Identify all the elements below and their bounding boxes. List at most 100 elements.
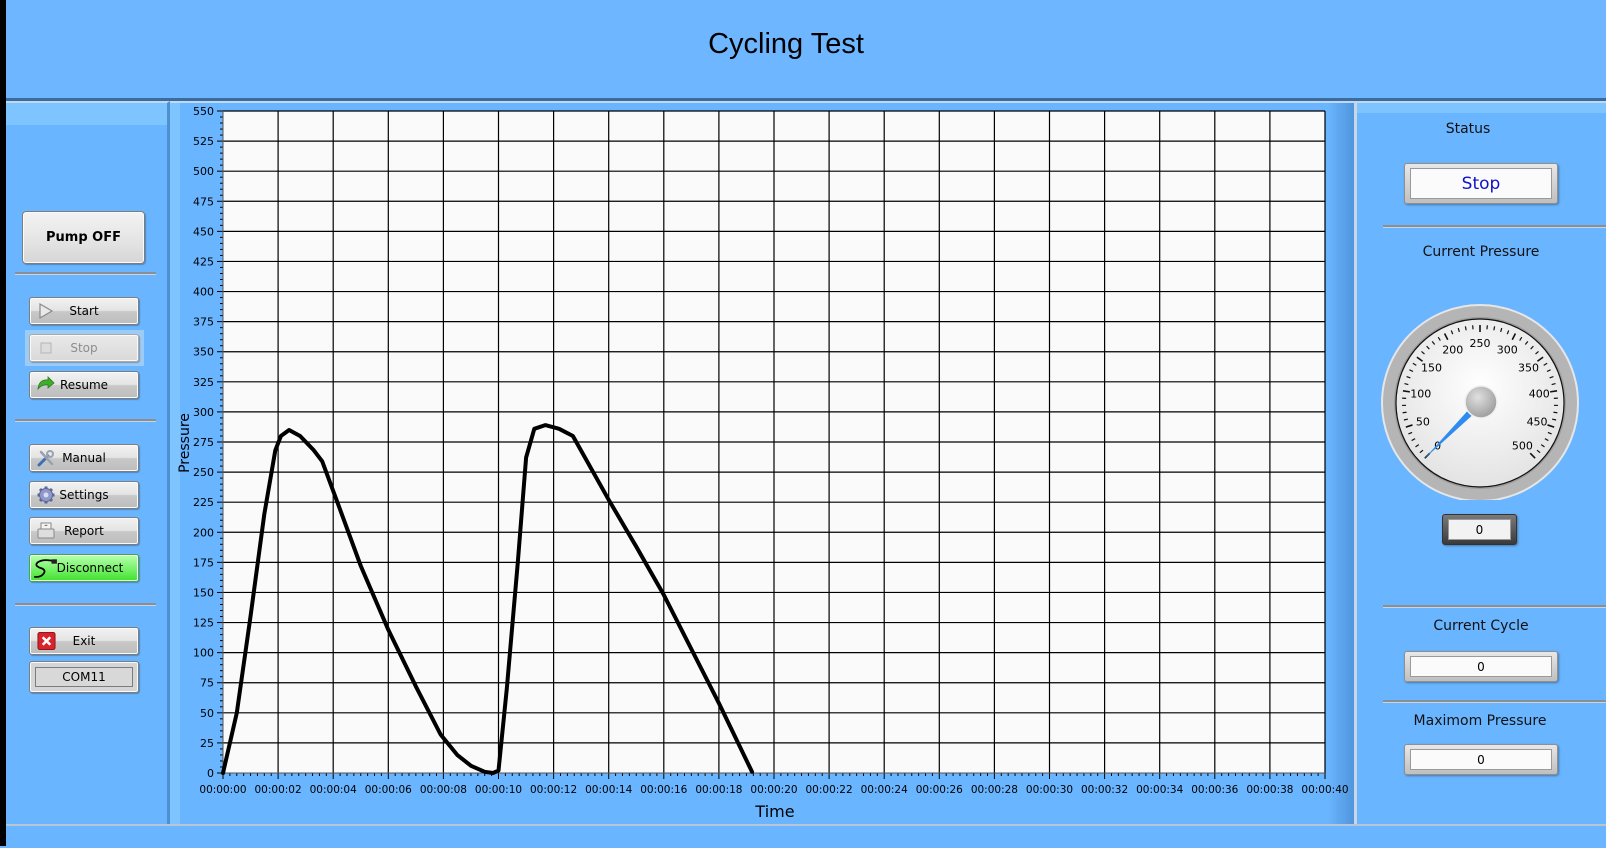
disconnect-label: Disconnect bbox=[57, 561, 124, 575]
divider bbox=[15, 272, 156, 275]
start-button[interactable]: Start bbox=[29, 297, 139, 325]
svg-text:50: 50 bbox=[200, 707, 214, 720]
status-indicator: Stop bbox=[1404, 163, 1558, 204]
svg-text:375: 375 bbox=[193, 316, 214, 329]
svg-text:125: 125 bbox=[193, 617, 214, 630]
svg-text:00:00:40: 00:00:40 bbox=[1301, 784, 1348, 796]
divider bbox=[15, 603, 156, 606]
pressure-gauge: 050100150200250300350400450500 bbox=[1380, 300, 1580, 500]
svg-text:550: 550 bbox=[193, 105, 214, 118]
svg-text:00:00:28: 00:00:28 bbox=[971, 784, 1018, 796]
stop-label: Stop bbox=[70, 341, 97, 355]
svg-text:350: 350 bbox=[193, 346, 214, 359]
svg-text:0: 0 bbox=[207, 767, 214, 780]
status-value: Stop bbox=[1410, 168, 1552, 199]
current-cycle-indicator: 0 bbox=[1404, 651, 1558, 682]
svg-text:75: 75 bbox=[200, 677, 214, 690]
resume-arrow-icon bbox=[36, 376, 56, 394]
svg-text:150: 150 bbox=[193, 586, 214, 599]
svg-text:200: 200 bbox=[193, 526, 214, 539]
svg-text:00:00:34: 00:00:34 bbox=[1136, 784, 1183, 796]
svg-text:00:00:20: 00:00:20 bbox=[750, 784, 797, 796]
svg-text:225: 225 bbox=[193, 496, 214, 509]
page-title: Cycling Test bbox=[6, 28, 1606, 61]
svg-text:00:00:16: 00:00:16 bbox=[640, 784, 687, 796]
svg-text:00:00:36: 00:00:36 bbox=[1191, 784, 1238, 796]
y-axis-title: Pressure bbox=[177, 413, 193, 473]
gauge-hub bbox=[1465, 386, 1497, 418]
pump-toggle-label: Pump OFF bbox=[46, 230, 121, 245]
settings-button[interactable]: Settings bbox=[29, 481, 139, 509]
svg-text:100: 100 bbox=[1410, 388, 1431, 401]
svg-text:00:00:32: 00:00:32 bbox=[1081, 784, 1128, 796]
svg-text:325: 325 bbox=[193, 376, 214, 389]
svg-text:425: 425 bbox=[193, 255, 214, 268]
exit-button[interactable]: Exit bbox=[29, 627, 139, 655]
svg-text:250: 250 bbox=[1470, 337, 1491, 350]
play-icon bbox=[36, 302, 56, 320]
max-pressure-value: 0 bbox=[1410, 749, 1552, 770]
tools-icon bbox=[36, 449, 56, 467]
settings-label: Settings bbox=[59, 488, 108, 502]
svg-text:300: 300 bbox=[1497, 344, 1518, 357]
divider bbox=[1383, 225, 1606, 228]
report-label: Report bbox=[64, 524, 104, 538]
svg-text:200: 200 bbox=[1442, 344, 1463, 357]
start-label: Start bbox=[69, 304, 98, 318]
chart-grid bbox=[223, 111, 1325, 773]
com-port-value: COM11 bbox=[35, 667, 133, 687]
svg-text:00:00:02: 00:00:02 bbox=[255, 784, 302, 796]
svg-text:500: 500 bbox=[1512, 439, 1533, 452]
pressure-chart: 0 25 50 75 100 125 150 175 200 225 250 275 300 325 350… bbox=[170, 101, 1354, 824]
cable-icon bbox=[32, 556, 58, 580]
svg-text:500: 500 bbox=[193, 165, 214, 178]
svg-text:275: 275 bbox=[193, 436, 214, 449]
svg-text:450: 450 bbox=[1527, 416, 1548, 429]
svg-text:175: 175 bbox=[193, 556, 214, 569]
svg-text:00:00:38: 00:00:38 bbox=[1246, 784, 1293, 796]
y-axis: 0 25 50 75 100 125 150 175 200 225 250 275 300 325 350… bbox=[193, 105, 223, 780]
svg-text:00:00:00: 00:00:00 bbox=[199, 784, 246, 796]
x-axis-title: Time bbox=[754, 802, 794, 821]
svg-text:00:00:24: 00:00:24 bbox=[861, 784, 908, 796]
pump-toggle-button[interactable]: Pump OFF bbox=[22, 211, 145, 264]
svg-text:00:00:10: 00:00:10 bbox=[475, 784, 522, 796]
svg-text:00:00:08: 00:00:08 bbox=[420, 784, 467, 796]
gear-icon bbox=[36, 486, 56, 504]
status-label: Status bbox=[1400, 121, 1536, 137]
divider bbox=[1383, 605, 1606, 608]
svg-text:300: 300 bbox=[193, 406, 214, 419]
com-port-selector[interactable]: COM11 bbox=[29, 661, 139, 693]
svg-text:00:00:04: 00:00:04 bbox=[310, 784, 357, 796]
resume-button[interactable]: Resume bbox=[29, 371, 139, 399]
report-button[interactable]: Report bbox=[29, 517, 139, 545]
svg-text:100: 100 bbox=[193, 647, 214, 660]
printer-icon bbox=[36, 522, 56, 540]
stop-button[interactable]: Stop bbox=[29, 334, 139, 362]
resume-label: Resume bbox=[60, 378, 108, 392]
svg-text:00:00:06: 00:00:06 bbox=[365, 784, 412, 796]
svg-text:00:00:18: 00:00:18 bbox=[695, 784, 742, 796]
svg-text:00:00:26: 00:00:26 bbox=[916, 784, 963, 796]
svg-text:00:00:14: 00:00:14 bbox=[585, 784, 632, 796]
svg-text:525: 525 bbox=[193, 135, 214, 148]
divider bbox=[1383, 700, 1606, 703]
stop-square-icon bbox=[36, 339, 56, 357]
exit-label: Exit bbox=[73, 634, 96, 648]
status-strip bbox=[6, 824, 1606, 848]
svg-text:00:00:30: 00:00:30 bbox=[1026, 784, 1073, 796]
svg-text:350: 350 bbox=[1518, 362, 1539, 375]
divider bbox=[15, 419, 156, 422]
current-cycle-value: 0 bbox=[1410, 656, 1552, 677]
current-cycle-label: Current Cycle bbox=[1405, 618, 1557, 634]
disconnect-button[interactable]: Disconnect bbox=[29, 554, 139, 582]
max-pressure-label: Maximom Pressure bbox=[1395, 713, 1565, 729]
svg-text:400: 400 bbox=[193, 286, 214, 299]
svg-text:25: 25 bbox=[200, 737, 214, 750]
svg-text:250: 250 bbox=[193, 466, 214, 479]
svg-text:00:00:12: 00:00:12 bbox=[530, 784, 577, 796]
manual-button[interactable]: Manual bbox=[29, 444, 139, 472]
close-icon bbox=[37, 632, 56, 651]
svg-text:50: 50 bbox=[1416, 416, 1430, 429]
current-pressure-label: Current Pressure bbox=[1405, 244, 1557, 260]
